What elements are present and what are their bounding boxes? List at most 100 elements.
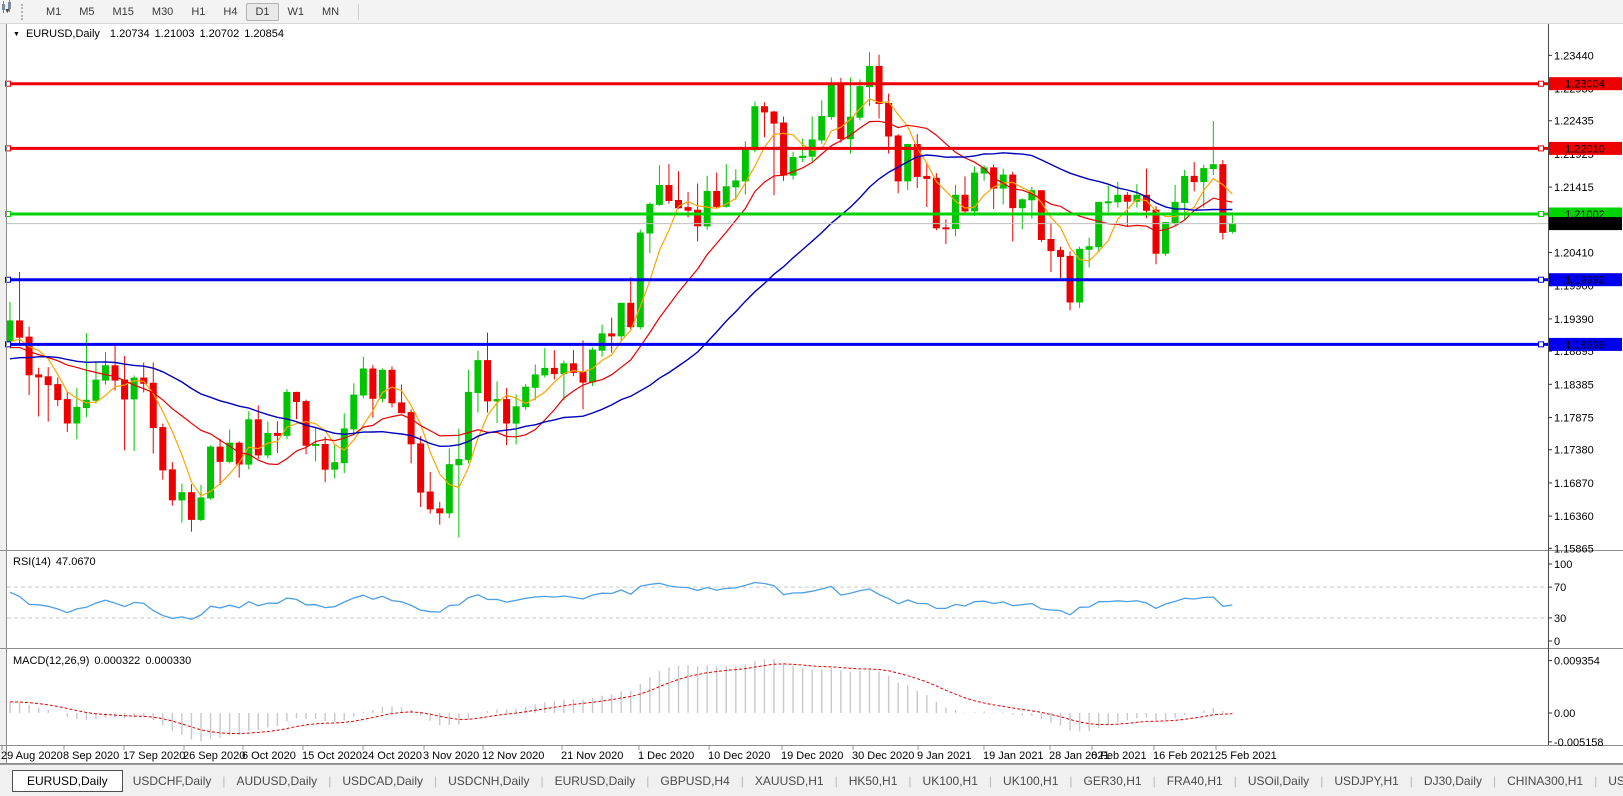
bull-candle: [741, 149, 749, 182]
chart-tab-hk50-h1[interactable]: HK50,H1: [848, 774, 898, 788]
hline-handle[interactable]: [1538, 145, 1544, 152]
timeframe-button-m30[interactable]: M30: [151, 5, 174, 18]
chart-tab-fra40-h1[interactable]: FRA40,H1: [1166, 774, 1223, 788]
chart-tab-usdcnh-daily[interactable]: USDCNH,Daily: [448, 774, 530, 788]
tab-separator: |: [1069, 774, 1073, 788]
timeframe-button-h1[interactable]: H1: [191, 5, 206, 18]
chart-tab-bar: EURUSD,Daily USDCHF,Daily | AUDUSD,Daily | US…: [0, 764, 1623, 796]
bear-candle: [1152, 209, 1160, 254]
bull-candle: [359, 368, 367, 396]
chart-tab-usdchf-daily[interactable]: USDCHF,Daily: [132, 774, 212, 788]
hline-handle[interactable]: [5, 276, 11, 283]
hline-handle[interactable]: [5, 341, 11, 348]
timeframe-button-w1[interactable]: W1: [287, 5, 305, 18]
chart-tab-usoil-daily[interactable]: USOil,Daily: [1247, 774, 1310, 788]
hline-handle[interactable]: [1538, 80, 1544, 87]
bull-candle: [1018, 199, 1026, 209]
bear-candle: [665, 185, 673, 201]
bear-candle: [293, 391, 300, 402]
chart-tab-xauusd-h1[interactable]: XAUUSD,H1: [754, 774, 824, 788]
chart-tab-gbpusd-h4[interactable]: GBPUSD,H4: [660, 774, 730, 788]
date-axis-label: 26 Sep 2020: [183, 750, 245, 762]
ohlc-close: 1.20854: [244, 28, 284, 40]
chart-tab-dj30-daily[interactable]: DJ30,Daily: [1423, 774, 1482, 788]
tab-separator: |: [434, 774, 438, 788]
bull-candle: [560, 363, 568, 375]
hlines-layer[interactable]: [5, 80, 1549, 348]
price-axis-label: 1.19390: [1554, 314, 1594, 326]
bear-candle: [923, 175, 931, 179]
chart-tab-eurusd-daily[interactable]: EURUSD,Daily: [12, 770, 123, 792]
bear-candle: [111, 365, 119, 381]
bear-candle: [1123, 194, 1131, 202]
macd-signal-value: 0.000330: [145, 655, 192, 667]
bull-candle: [350, 394, 358, 430]
timeframe-button-mn[interactable]: MN: [322, 5, 340, 18]
date-axis-label: 19 Jan 2021: [983, 750, 1044, 762]
bull-candle: [531, 374, 539, 388]
collapse-triangle-icon[interactable]: ▼: [13, 31, 20, 38]
timeframe-button-m15[interactable]: M15: [112, 5, 134, 18]
hline-handle[interactable]: [5, 210, 11, 217]
date-axis-label: 28 Jan 2021: [1049, 750, 1110, 762]
timeframe-button-m5[interactable]: M5: [79, 5, 95, 18]
date-axis-label: 21 Nov 2020: [561, 750, 623, 762]
toolbar-grip[interactable]: [20, 3, 27, 20]
timeframe-button-m1[interactable]: M1: [45, 5, 62, 18]
bear-candle: [1057, 250, 1064, 258]
current-price-tag: [1549, 217, 1622, 231]
bull-candle: [1181, 175, 1189, 203]
date-axis-label: 1 Dec 2020: [638, 750, 694, 762]
bear-candle: [1219, 164, 1227, 233]
bear-candle: [894, 135, 902, 182]
chart-tab-audusd-daily[interactable]: AUDUSD,Daily: [236, 774, 318, 788]
tab-separator: |: [1492, 774, 1497, 788]
hline-handle[interactable]: [5, 145, 11, 152]
ohlc-open: 1.20734: [109, 28, 150, 40]
timeframe-button-d1[interactable]: D1: [246, 2, 279, 21]
bull-candle: [971, 172, 979, 212]
bull-candle: [1209, 164, 1217, 170]
bull-candle: [378, 369, 386, 399]
hline-handle[interactable]: [5, 80, 11, 87]
bull-candle: [1200, 168, 1208, 183]
hline-handle[interactable]: [1538, 210, 1544, 217]
hline-handle[interactable]: [1538, 276, 1544, 283]
bull-candle: [1114, 194, 1122, 203]
chart-tab-usdjpy-h1[interactable]: USDJPY,H1: [1334, 774, 1399, 788]
chart-tab-ger30-h1[interactable]: GER30,H1: [1083, 774, 1142, 788]
chart-tab-eurusd-daily[interactable]: EURUSD,Daily: [554, 774, 636, 788]
bear-candle: [16, 320, 24, 338]
bear-candle: [885, 103, 893, 137]
date-axis-label: 29 Aug 2020: [1, 750, 63, 762]
hline-handle[interactable]: [1538, 341, 1544, 348]
ma-30-line: [9, 152, 1233, 448]
hline-price-tag: [1549, 273, 1622, 287]
bull-candle: [732, 180, 740, 188]
bull-candle: [82, 399, 90, 408]
bear-candle: [417, 443, 425, 493]
bull-candle: [846, 116, 854, 140]
chart-tab-uk100-h1[interactable]: UK100,H1: [1003, 774, 1059, 788]
bull-candle: [598, 333, 606, 351]
dropdown-caret-icon[interactable]: ▼: [4, 8, 11, 15]
chart-tab-uk100-h1[interactable]: UK100,H1: [922, 774, 978, 788]
chart-tab-usoil[interactable]: USOil,: [1608, 774, 1623, 788]
date-axis-label: 12 Nov 2020: [482, 750, 544, 762]
price-axis-label: 1.20410: [1554, 248, 1594, 260]
chart-tab-china300-h1[interactable]: CHINA300,H1: [1507, 774, 1584, 788]
chart-tab-usdcad-daily[interactable]: USDCAD,Daily: [342, 774, 423, 788]
price-axis-label: 1.15865: [1554, 543, 1594, 555]
tab-separator: |: [740, 774, 744, 788]
tab-separator: |: [1409, 774, 1413, 788]
bear-candle: [273, 432, 281, 436]
candles-layer[interactable]: [6, 52, 1236, 538]
date-axis-label: 17 Sep 2020: [123, 750, 185, 762]
bull-candle: [703, 190, 711, 227]
timeframe-button-h4[interactable]: H4: [223, 5, 238, 18]
bull-candle: [331, 462, 339, 470]
bear-candle: [302, 401, 310, 446]
